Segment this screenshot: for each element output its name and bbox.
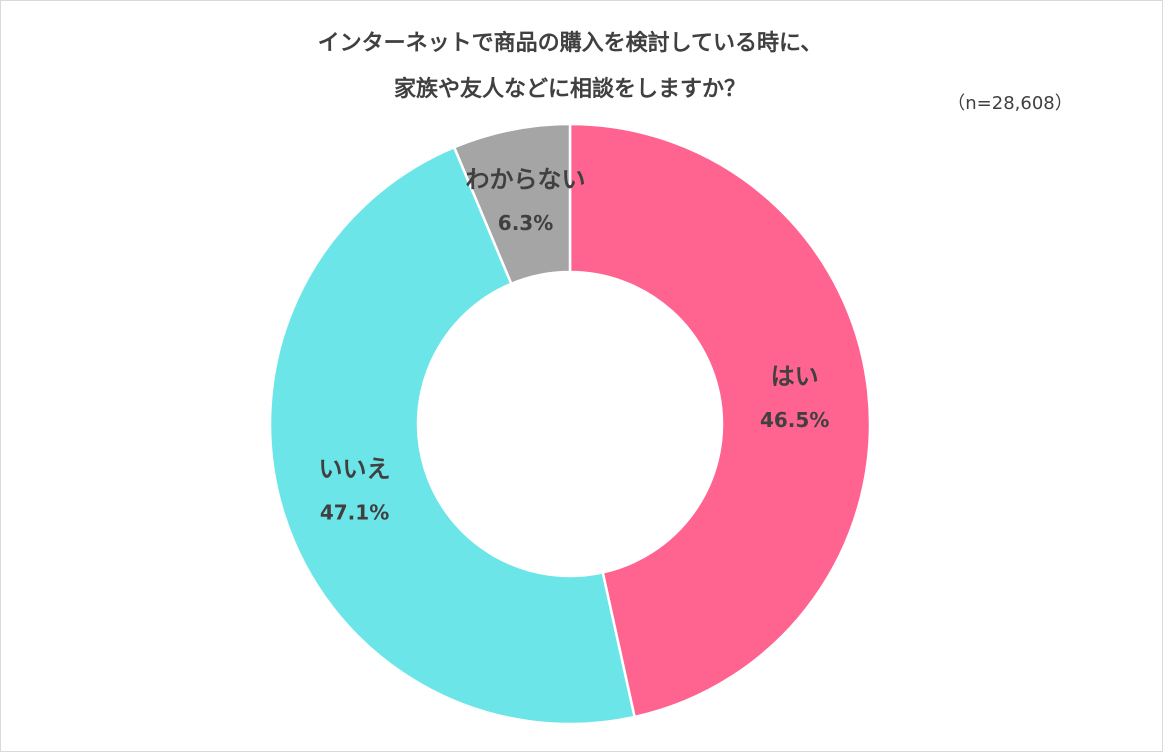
donut-segment bbox=[268, 145, 637, 726]
chart-subtitle: （n=28,608） bbox=[947, 93, 1072, 114]
chart-title: インターネットで商品の購入を検討している時に、 bbox=[318, 30, 823, 56]
value-label: 47.1% bbox=[320, 501, 389, 525]
value-label: 6.3% bbox=[498, 211, 553, 235]
donut-segment bbox=[452, 122, 572, 286]
segment-label: いいえ bbox=[319, 455, 391, 483]
segment-label: わからない bbox=[466, 165, 586, 193]
value-label: 46.5% bbox=[760, 408, 829, 432]
chart-title: 家族や友人などに相談をしますか？ bbox=[394, 76, 746, 102]
segment-label: はい bbox=[771, 363, 819, 391]
donut-segment bbox=[568, 122, 872, 719]
